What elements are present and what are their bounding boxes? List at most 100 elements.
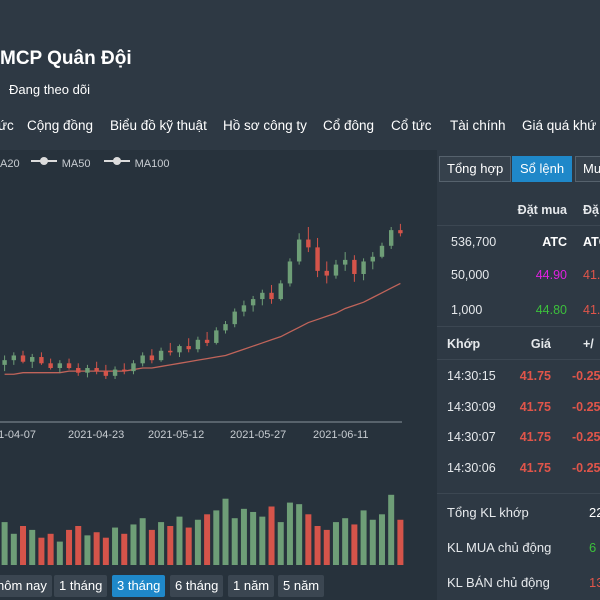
col-time-header: Khớp (447, 337, 481, 351)
range-today-button[interactable]: hôm nay (0, 575, 52, 597)
divider (437, 359, 600, 360)
candle-body (149, 355, 155, 361)
volume-bar (222, 498, 229, 565)
volume-bar (351, 524, 358, 565)
volume-bar (1, 522, 8, 565)
match-row: 14:30:09 41.75 -0.25 (437, 391, 600, 422)
volume-bar (29, 529, 36, 565)
col-sell-header: Đặ (583, 203, 599, 217)
volume-bar (38, 537, 45, 565)
candle-body (186, 346, 191, 350)
match-row: 14:30:15 41.75 -0.25 (437, 360, 600, 391)
candle-body (2, 360, 7, 365)
volume-bar (204, 514, 211, 565)
candle-body (379, 245, 385, 257)
tab-community[interactable]: Cộng đồng (27, 118, 94, 133)
tab-price-history[interactable]: Giá quá khứ (522, 118, 597, 133)
tab-company-profile[interactable]: Hồ sơ công ty (223, 118, 307, 133)
tab-more[interactable]: Mu (575, 156, 600, 182)
range-6-months-button[interactable]: 6 tháng (170, 575, 224, 597)
match-row: 14:30:07 41.75 -0.25 (437, 421, 600, 452)
candle-body (30, 357, 35, 362)
nav-tabs: ức Cộng đồng Biểu đồ kỹ thuật Hồ sơ công… (0, 110, 600, 140)
volume-bar (388, 494, 395, 565)
range-1-year-button[interactable]: 1 năm (228, 575, 275, 597)
order-price: 44.80 (535, 303, 567, 317)
volume-bar (369, 519, 376, 565)
summary-value: 13 (589, 575, 600, 590)
legend-ma100-label[interactable]: MA100 (134, 158, 170, 171)
match-time: 14:30:09 (447, 400, 496, 414)
volume-bar (240, 508, 247, 565)
legend-ma20-label[interactable]: A20 (0, 158, 20, 171)
follow-button[interactable]: Đang theo dõi (9, 82, 90, 97)
volume-bar (342, 518, 349, 565)
summary-label: KL MUA chủ động (447, 540, 552, 555)
candlestick-chart[interactable]: 21-04-07 2021-04-23 2021-05-12 2021-05-27 20… (0, 150, 430, 570)
volume-bar (332, 522, 339, 565)
range-5-years-button[interactable]: 5 năm (278, 575, 325, 597)
range-3-months-button[interactable]: 3 tháng (112, 575, 166, 597)
tab-technical-chart[interactable]: Biểu đồ kỹ thuật (110, 118, 207, 133)
order-sell-price: 41. (583, 303, 600, 317)
col-buy-header: Đặt mua (517, 203, 567, 217)
candle-body (306, 239, 311, 248)
candle-body (324, 270, 329, 276)
candle-body (112, 369, 118, 376)
x-tick-label: 21-04-07 (0, 429, 36, 441)
order-price: ATC (542, 235, 567, 249)
order-volume: 1,000 (451, 303, 483, 317)
candle-body (370, 256, 375, 262)
match-row: 14:30:06 41.75 -0.25 (437, 452, 600, 483)
tab-news[interactable]: ức (0, 118, 14, 133)
volume-bar (323, 529, 330, 565)
volume-bar (20, 526, 27, 565)
legend-ma50-marker-icon (30, 157, 57, 165)
ma-line (4, 282, 401, 375)
volume-bar (121, 533, 128, 565)
divider (437, 225, 600, 226)
candle-body (48, 363, 53, 368)
candle-body (131, 363, 136, 372)
candle-body (260, 292, 265, 300)
candle-body (195, 339, 201, 350)
candle-body (66, 363, 72, 368)
tab-dividends[interactable]: Cổ tức (391, 118, 432, 133)
order-sell-price: ATC (583, 235, 600, 249)
match-time: 14:30:06 (447, 461, 496, 475)
order-sell-price: 41. (583, 268, 600, 282)
volume-bar (397, 519, 404, 565)
tab-shareholders[interactable]: Cổ đông (323, 118, 375, 133)
tab-financials[interactable]: Tài chính (450, 118, 506, 133)
candle-body (232, 311, 237, 325)
tab-overview[interactable]: Tổng hợp (439, 156, 512, 182)
volume-bar (148, 529, 155, 565)
candle-body (296, 239, 302, 262)
divider (437, 493, 600, 494)
candle-body (11, 355, 17, 361)
order-panel-tabs: Tổng hợp Sổ lệnh Mu (439, 156, 600, 182)
tab-order-book[interactable]: Sổ lệnh (512, 156, 573, 182)
candle-body (223, 324, 228, 331)
order-book-row: 536,700 ATC ATC (437, 226, 600, 257)
legend-ma50-label[interactable]: MA50 (61, 158, 91, 171)
volume-bar (268, 506, 275, 565)
range-1-month-button[interactable]: 1 tháng (54, 575, 108, 597)
summary-row: KL MUA chủ động 6 (437, 530, 600, 564)
volume-bar (130, 524, 137, 565)
candle-body (94, 368, 99, 372)
volume-bar (286, 502, 293, 565)
candle-body (269, 292, 274, 300)
candle-body (333, 264, 339, 276)
order-panel: Tổng hợp Sổ lệnh Mu Đặt mua Đặ 536,700 A… (437, 150, 600, 600)
match-time: 14:30:15 (447, 369, 496, 383)
volume-bar (305, 514, 312, 565)
match-price: 41.75 (519, 400, 551, 414)
x-tick-label: 2021-04-23 (68, 429, 124, 441)
volume-bar (231, 518, 238, 565)
volume-bar (185, 527, 192, 565)
match-price: 41.75 (519, 369, 551, 383)
match-change: -0.25 (572, 369, 600, 383)
price-chart-area: A20 MA50 MA100 21-04-07 2021-04-23 2021-05… (0, 150, 430, 600)
candle-body (76, 368, 81, 373)
